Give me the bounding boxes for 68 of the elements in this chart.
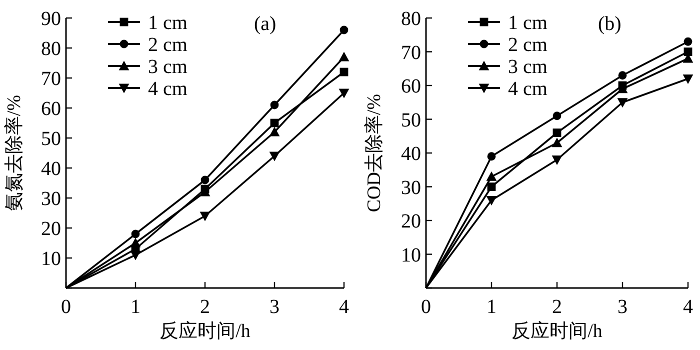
- point: [487, 152, 496, 161]
- point: [552, 156, 562, 165]
- x-tick-label: 0: [421, 296, 431, 318]
- y-tick-label: 80: [41, 38, 61, 60]
- point: [269, 126, 280, 136]
- y-tick-label: 50: [401, 109, 421, 132]
- y-tick-label: 80: [401, 8, 421, 30]
- point: [684, 37, 692, 46]
- point: [270, 100, 279, 110]
- annotation: (b): [598, 13, 622, 35]
- point: [338, 52, 350, 62]
- point: [618, 81, 627, 90]
- x-tick-label: 0: [61, 296, 71, 318]
- point: [617, 98, 628, 108]
- y-tick-label: 40: [41, 158, 61, 180]
- x-tick-label: 4: [683, 296, 693, 318]
- x-tick-label: 1: [130, 296, 140, 318]
- y-tick-label: 60: [41, 98, 61, 120]
- x-axis-title: 反应时间/h: [160, 320, 251, 342]
- x-tick-label: 4: [339, 296, 349, 318]
- y-tick-label: 50: [41, 128, 61, 150]
- legend-label: 1 cm: [148, 12, 188, 34]
- point: [486, 171, 497, 181]
- point: [200, 212, 210, 222]
- y-axis-title: COD去除率/%: [363, 94, 385, 212]
- legend-label: 2 cm: [508, 34, 548, 56]
- y-tick-label: 90: [41, 8, 61, 30]
- legend-label: 3 cm: [148, 56, 188, 78]
- y-tick-label: 20: [41, 218, 61, 240]
- point: [682, 74, 694, 84]
- point: [684, 48, 692, 56]
- point: [486, 196, 497, 206]
- legend-label: 4 cm: [508, 78, 548, 100]
- y-tick-label: 20: [401, 210, 421, 232]
- legend-label: 4 cm: [148, 78, 188, 100]
- x-axis-title: 反应时间/h: [512, 320, 603, 342]
- x-tick-label: 2: [200, 296, 210, 318]
- point: [338, 88, 350, 98]
- y-tick-label: 40: [401, 143, 421, 165]
- point: [618, 71, 627, 80]
- point: [131, 244, 140, 254]
- y-tick-label: 30: [401, 176, 421, 199]
- legend-label: 2 cm: [148, 34, 188, 56]
- point: [552, 112, 562, 120]
- point: [340, 26, 348, 34]
- legend-label: 1 cm: [508, 12, 548, 34]
- y-tick-label: 70: [41, 68, 61, 90]
- y-tick-label: 10: [41, 248, 61, 270]
- point: [270, 118, 279, 128]
- y-tick-label: 10: [401, 244, 421, 266]
- point: [200, 176, 210, 184]
- y-tick-label: 30: [41, 188, 61, 210]
- point: [131, 230, 140, 238]
- x-tick-label: 3: [270, 296, 280, 318]
- x-tick-label: 2: [552, 296, 562, 318]
- point: [552, 128, 562, 137]
- x-tick-label: 1: [486, 296, 496, 318]
- y-tick-label: 60: [401, 76, 421, 98]
- x-tick-label: 3: [618, 296, 628, 318]
- point: [200, 184, 210, 194]
- point: [340, 68, 348, 76]
- annotation: (a): [254, 13, 276, 35]
- point: [269, 152, 280, 162]
- y-axis-title: 氨氮去除率/%: [3, 94, 25, 212]
- legend-label: 3 cm: [508, 56, 548, 78]
- point: [552, 138, 562, 148]
- point: [487, 182, 496, 191]
- y-tick-label: 70: [401, 42, 421, 64]
